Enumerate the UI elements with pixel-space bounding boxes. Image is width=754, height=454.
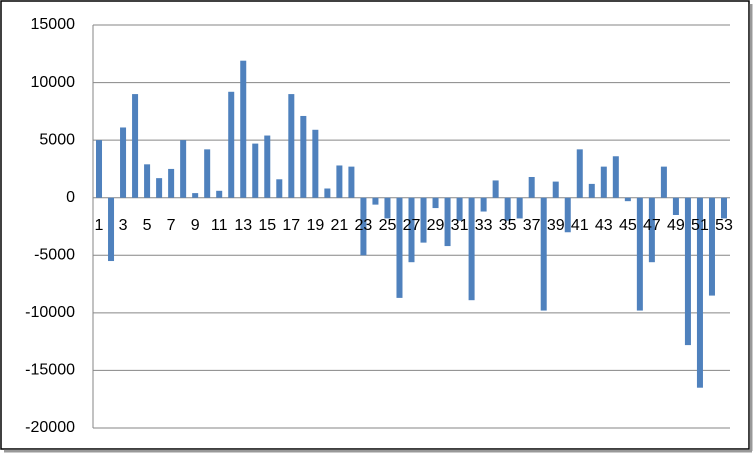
- bar: [720, 197, 727, 219]
- bar: [204, 149, 211, 198]
- bar: [312, 129, 319, 198]
- bar: [492, 180, 499, 198]
- bar: [252, 143, 259, 198]
- y-tick-label: 15000: [31, 16, 76, 33]
- x-tick-label: 37: [523, 217, 541, 234]
- x-tick-label: 15: [258, 217, 276, 234]
- x-tick-label: 41: [571, 217, 589, 234]
- bar: [636, 197, 643, 311]
- bar: [324, 188, 331, 198]
- x-tick-label: 21: [330, 217, 348, 234]
- x-tick-label: 39: [547, 217, 565, 234]
- x-tick-label: 9: [191, 217, 200, 234]
- bar: [132, 94, 139, 198]
- x-tick-label: 1: [95, 217, 104, 234]
- bar: [96, 140, 103, 198]
- bar: [600, 166, 607, 198]
- bar: [108, 197, 115, 262]
- y-tick-label: 5000: [39, 131, 75, 148]
- bar: [276, 179, 283, 198]
- bar: [588, 183, 595, 198]
- x-tick-label: 27: [403, 217, 421, 234]
- bar: [336, 165, 343, 198]
- bar: [684, 197, 691, 346]
- x-tick-label: 23: [355, 217, 373, 234]
- x-tick-label: 5: [143, 217, 152, 234]
- bar: [168, 168, 175, 198]
- bar: [708, 197, 715, 296]
- bar: [504, 197, 511, 221]
- y-tick-label: 10000: [31, 74, 76, 91]
- x-tick-label: 17: [282, 217, 300, 234]
- bar: [480, 197, 487, 212]
- bar: [648, 197, 655, 263]
- bar: [120, 127, 127, 198]
- bar: [420, 197, 427, 243]
- bar: [576, 149, 583, 198]
- bar: [396, 197, 403, 298]
- bar: [264, 135, 271, 198]
- bar: [192, 193, 199, 198]
- x-tick-label: 29: [427, 217, 445, 234]
- bar: [228, 91, 235, 198]
- bar: [564, 197, 571, 233]
- bar: [384, 197, 391, 219]
- bar: [240, 60, 247, 198]
- y-tick-label: -15000: [25, 362, 75, 379]
- bar: [516, 197, 523, 219]
- bar: [660, 166, 667, 198]
- bar: [612, 156, 619, 198]
- x-tick-label: 53: [715, 217, 733, 234]
- x-tick-label: 13: [234, 217, 252, 234]
- x-tick-label: 47: [643, 217, 661, 234]
- bar: [372, 197, 379, 205]
- x-tick-label: 25: [379, 217, 397, 234]
- bar: [432, 197, 439, 209]
- x-tick-label: 43: [595, 217, 613, 234]
- bar: [672, 197, 679, 215]
- x-tick-label: 31: [451, 217, 469, 234]
- bar: [540, 197, 547, 311]
- y-tick-label: -5000: [34, 247, 75, 264]
- bar: [468, 197, 475, 301]
- bar: [696, 197, 703, 388]
- bar: [216, 190, 223, 198]
- x-tick-label: 35: [499, 217, 517, 234]
- x-tick-label: 45: [619, 217, 637, 234]
- bar: [288, 94, 295, 198]
- x-tick-label: 51: [691, 217, 709, 234]
- x-tick-label: 33: [475, 217, 493, 234]
- y-tick-label: -20000: [25, 419, 75, 436]
- x-tick-label: 7: [167, 217, 176, 234]
- bar: [300, 115, 307, 198]
- x-tick-label: 19: [306, 217, 324, 234]
- x-tick-label: 49: [667, 217, 685, 234]
- y-tick-label: 0: [66, 189, 75, 206]
- bar: [528, 176, 535, 198]
- bar: [624, 197, 631, 202]
- bar: [408, 197, 415, 263]
- bar: [444, 197, 451, 247]
- bar: [144, 164, 151, 198]
- x-tick-label: 3: [119, 217, 128, 234]
- bar: [156, 178, 163, 198]
- bar: [456, 197, 463, 221]
- bar: [552, 181, 559, 198]
- bar: [360, 197, 367, 256]
- bar: [348, 166, 355, 198]
- y-tick-label: -10000: [25, 304, 75, 321]
- bar: [180, 140, 187, 198]
- x-tick-label: 11: [211, 217, 228, 234]
